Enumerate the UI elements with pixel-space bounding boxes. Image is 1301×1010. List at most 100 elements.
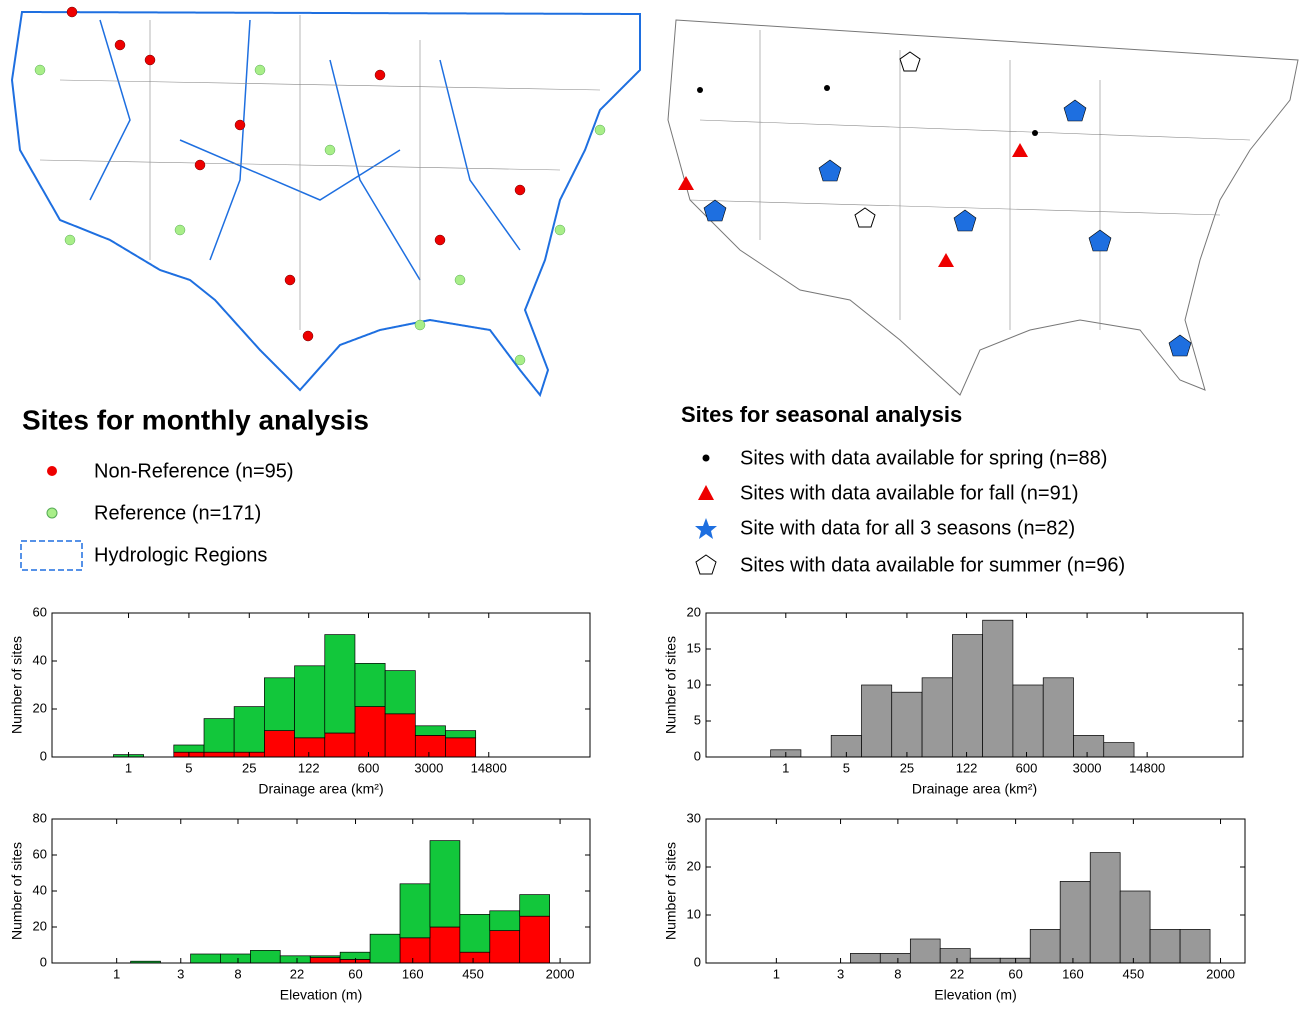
x-tick-label: 60 [1008, 966, 1022, 981]
bar [969, 957, 1001, 964]
legend-symbol [47, 466, 57, 476]
bar [414, 725, 446, 736]
y-tick-label: 20 [687, 858, 701, 873]
bar [1149, 929, 1181, 964]
bar [203, 718, 235, 753]
y-axis-label: Number of sites [663, 636, 679, 734]
x-tick-label: 3000 [1073, 760, 1102, 775]
bar [519, 915, 550, 964]
bar [309, 957, 341, 964]
bar [1029, 929, 1061, 964]
y-tick-label: 20 [33, 918, 47, 933]
legend-label: Sites with data available for spring (n=… [740, 447, 1107, 469]
y-tick-label: 40 [33, 652, 47, 667]
bar [519, 894, 550, 917]
bar [861, 684, 893, 758]
legend-label: Reference (n=171) [94, 502, 261, 524]
x-tick-label: 2000 [1206, 966, 1235, 981]
bar [384, 713, 416, 758]
y-tick-label: 60 [33, 846, 47, 861]
bar [429, 926, 461, 964]
bar [1089, 852, 1121, 964]
bar [489, 910, 521, 931]
x-tick-label: 8 [894, 966, 901, 981]
y-tick-label: 80 [33, 810, 47, 825]
bar [279, 955, 311, 964]
bar [939, 948, 971, 964]
legend-symbol [702, 454, 710, 462]
x-axis-label: Elevation (m) [280, 987, 362, 1003]
legend-label: Site with data for all 3 seasons (n=82) [740, 517, 1075, 539]
bar [354, 706, 386, 758]
y-tick-label: 0 [694, 954, 701, 969]
bar [294, 737, 326, 758]
bar [264, 730, 295, 758]
bar [173, 744, 205, 753]
x-tick-label: 160 [1062, 966, 1084, 981]
y-tick-label: 30 [687, 810, 701, 825]
seasonal-map [667, 19, 1299, 396]
x-tick-label: 22 [950, 966, 964, 981]
x-tick-label: 25 [242, 760, 256, 775]
bar [1042, 677, 1074, 758]
x-tick-label: 5 [185, 760, 192, 775]
bar [429, 840, 461, 928]
bar [294, 665, 326, 739]
x-tick-label: 3000 [414, 760, 443, 775]
monthly-map [10, 6, 641, 398]
bar [891, 691, 923, 758]
bar [445, 730, 477, 739]
x-tick-label: 2000 [546, 966, 575, 981]
x-tick-label: 1 [773, 966, 780, 981]
x-tick-label: 14800 [471, 760, 507, 775]
x-tick-label: 450 [1123, 966, 1145, 981]
bar [190, 953, 221, 964]
x-tick-label: 160 [402, 966, 424, 981]
y-tick-label: 0 [694, 748, 701, 763]
y-tick-label: 0 [40, 954, 47, 969]
bar [233, 706, 265, 753]
legend-symbol [698, 485, 714, 500]
bar [324, 634, 356, 734]
bar [1103, 742, 1135, 758]
bar [1012, 684, 1044, 758]
y-tick-label: 40 [33, 882, 47, 897]
bar [952, 634, 983, 758]
bar [921, 677, 953, 758]
x-tick-label: 1 [125, 760, 132, 775]
x-tick-label: 25 [900, 760, 914, 775]
y-axis-label: Number of sites [9, 842, 25, 940]
legend-label: Hydrologic Regions [94, 544, 267, 566]
map-title: Sites for seasonal analysis [681, 402, 962, 427]
bar [459, 914, 491, 953]
y-tick-label: 20 [687, 604, 701, 619]
bar [850, 953, 881, 964]
bar [354, 663, 386, 707]
x-tick-label: 14800 [1129, 760, 1165, 775]
bar [1059, 881, 1091, 964]
y-tick-label: 20 [33, 700, 47, 715]
y-tick-label: 10 [687, 676, 701, 691]
x-tick-label: 450 [462, 966, 484, 981]
x-tick-label: 1 [782, 760, 789, 775]
bar [309, 955, 341, 958]
y-tick-label: 0 [40, 748, 47, 763]
x-tick-label: 600 [1016, 760, 1038, 775]
bar [1119, 890, 1151, 964]
legend-symbol [46, 507, 58, 519]
legend-symbol [20, 540, 83, 571]
plot-frame [51, 612, 591, 758]
y-tick-label: 10 [687, 906, 701, 921]
bar [399, 883, 431, 939]
y-tick-label: 15 [687, 640, 701, 655]
legend-label: Non-Reference (n=95) [94, 460, 294, 482]
legend-symbol [695, 518, 717, 539]
x-tick-label: 122 [298, 760, 320, 775]
x-tick-label: 1 [113, 966, 120, 981]
bar [324, 732, 356, 758]
bar [445, 737, 477, 758]
bar [250, 950, 281, 964]
legend-label: Sites with data available for fall (n=91… [740, 482, 1079, 504]
